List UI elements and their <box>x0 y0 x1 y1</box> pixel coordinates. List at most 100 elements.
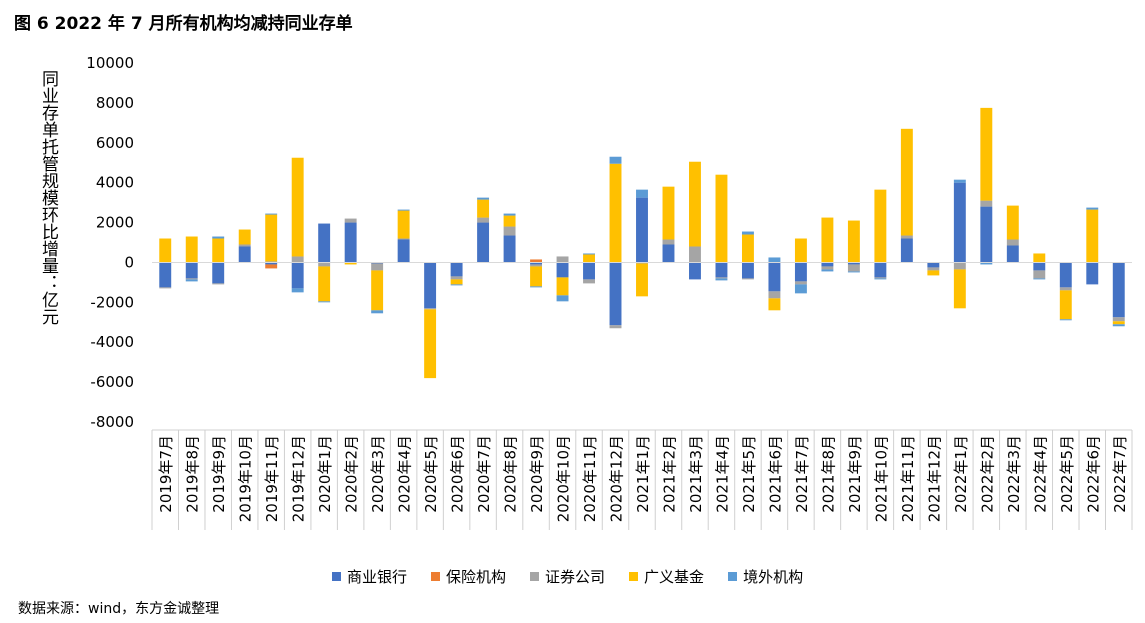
bar-segment <box>927 267 940 271</box>
x-tick-label: 2021年3月 <box>687 435 705 513</box>
bar-segment <box>741 262 754 279</box>
x-tick-label: 2019年7月 <box>157 435 175 513</box>
bar-segment <box>583 279 595 284</box>
legend-label: 广义基金 <box>644 568 705 586</box>
legend-label: 证券公司 <box>545 568 606 586</box>
bar-segment <box>794 262 807 282</box>
x-tick-label: 2019年9月 <box>210 435 228 513</box>
bar-segment <box>503 215 516 227</box>
bar-segment <box>503 235 516 263</box>
bar-segment <box>371 263 384 271</box>
y-tick-label: -6000 <box>90 373 134 391</box>
bar-segment <box>1006 245 1019 263</box>
bar-segment <box>212 238 225 263</box>
bar-segment <box>715 277 728 279</box>
x-tick-label: 2021年9月 <box>846 435 864 513</box>
bar-segment <box>1086 209 1099 263</box>
x-tick-label: 2021年1月 <box>634 435 652 513</box>
bar-segment <box>927 262 940 268</box>
bar-segment <box>953 262 966 270</box>
y-tick-label: -4000 <box>90 333 134 351</box>
bar-segment <box>1112 324 1125 327</box>
x-tick-label: 2020年8月 <box>502 435 520 513</box>
bar-segment <box>503 213 516 216</box>
x-tick-label: 2021年4月 <box>713 435 731 513</box>
bar-segment <box>741 278 754 280</box>
bar-segment <box>1059 290 1072 320</box>
bar-segment <box>980 200 993 207</box>
bar-segment <box>1033 262 1046 271</box>
bar-segment <box>238 244 251 247</box>
bar-segment <box>450 279 463 285</box>
bar-segment <box>424 308 437 310</box>
x-tick-label: 2021年5月 <box>740 435 758 513</box>
chart-legend: 商业银行 保险机构 证券公司 广义基金 境外机构 <box>332 566 803 587</box>
x-tick-label: 2021年11月 <box>899 435 917 522</box>
bar-segment <box>953 179 966 183</box>
bar-segment <box>636 263 648 297</box>
bar-segment <box>424 309 437 379</box>
bar-segment <box>291 157 304 257</box>
x-tick-label: 2022年1月 <box>952 435 970 513</box>
bar-segment <box>1112 321 1125 325</box>
bar-segment <box>715 278 728 281</box>
bar-segment <box>821 269 834 272</box>
bar-segment <box>1086 262 1099 285</box>
bar-segment <box>874 277 887 279</box>
bar-segment <box>397 238 410 240</box>
bar-segment <box>1086 207 1099 210</box>
bar-segment <box>741 234 754 263</box>
bar-segment <box>265 213 278 215</box>
bar-segment <box>1033 270 1046 279</box>
data-source-note: 数据来源：wind，东方金诚整理 <box>18 601 220 617</box>
bar-segment <box>397 239 410 263</box>
bar-segment <box>1006 239 1019 246</box>
y-axis-label: 同业存单托管规模环比增量：亿元 <box>38 70 58 325</box>
bar-segment <box>318 266 331 302</box>
bar-segment <box>159 287 172 289</box>
bar-segment <box>291 256 304 263</box>
bar-segment <box>847 264 860 272</box>
y-tick-label: 10000 <box>86 54 134 72</box>
bar-segment <box>318 262 331 267</box>
legend-swatch <box>332 572 341 581</box>
x-tick-label: 2020年1月 <box>316 435 334 513</box>
bar-segment <box>1112 317 1125 322</box>
x-tick-label: 2020年12月 <box>608 435 626 522</box>
x-tick-label: 2020年2月 <box>343 435 361 513</box>
legend-swatch <box>629 572 639 581</box>
bar-segment <box>450 284 463 286</box>
legend-swatch <box>728 572 738 581</box>
legend-item: 商业银行 <box>332 566 407 587</box>
bar-segment <box>238 229 251 245</box>
legend-item: 证券公司 <box>530 566 605 587</box>
x-tick-label: 2019年11月 <box>263 435 281 522</box>
bar-segment <box>371 270 384 311</box>
bar-segment <box>371 310 384 314</box>
bar-segment <box>794 238 807 263</box>
legend-label: 境外机构 <box>743 568 804 586</box>
bar-segment <box>477 217 490 223</box>
bar-segment <box>450 262 463 277</box>
x-tick-label: 2020年3月 <box>369 435 387 513</box>
bar-segment <box>715 262 728 278</box>
legend-item: 广义基金 <box>629 566 704 587</box>
bar-segment <box>556 262 569 278</box>
bar-segment <box>953 182 966 263</box>
bar-segment <box>689 161 701 247</box>
x-tick-label: 2020年4月 <box>396 435 414 513</box>
x-tick-label: 2019年10月 <box>237 435 255 522</box>
legend-item: 保险机构 <box>431 566 506 587</box>
x-tick-label: 2020年7月 <box>475 435 493 513</box>
bar-segment <box>530 266 543 287</box>
bar-segment <box>980 206 993 263</box>
bar-segment <box>662 186 675 240</box>
bar-segment <box>768 257 781 263</box>
x-tick-label: 2022年6月 <box>1084 435 1102 513</box>
bar-segment <box>794 281 807 285</box>
bar-segment <box>583 253 595 255</box>
bar-segment <box>530 286 543 288</box>
y-tick-label: -2000 <box>90 293 134 311</box>
x-tick-label: 2021年6月 <box>766 435 784 513</box>
bar-segment <box>185 278 198 280</box>
